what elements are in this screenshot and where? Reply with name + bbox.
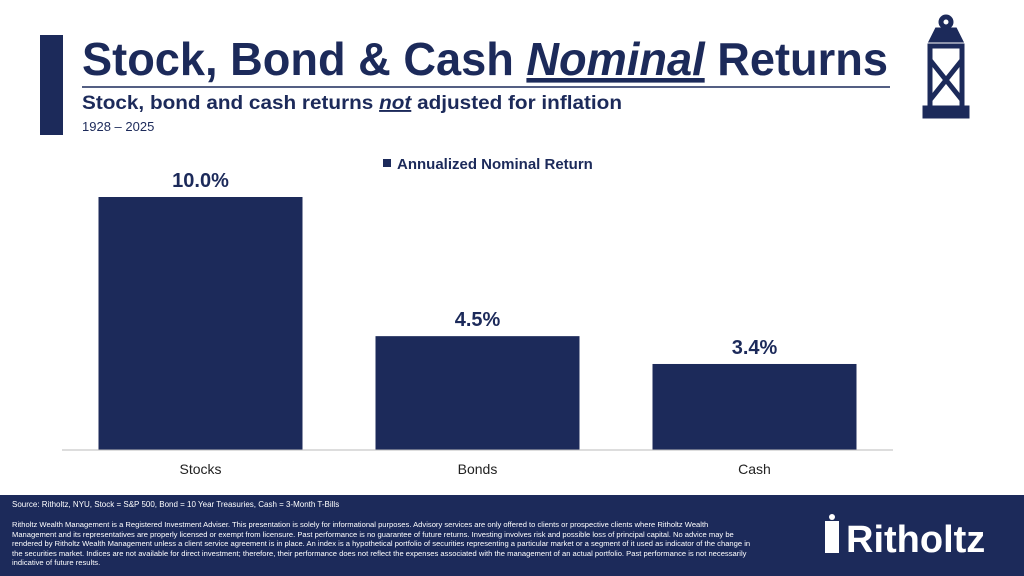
value-label: 3.4% — [732, 337, 778, 359]
subtitle-part: Stock, bond and cash returns — [82, 93, 379, 114]
bar — [375, 336, 580, 450]
source-note: Source: Ritholtz, NYU, Stock = S&P 500, … — [12, 500, 339, 509]
subtitle-emphasis: not — [379, 93, 412, 114]
value-label: 4.5% — [455, 309, 501, 331]
title-emphasis: Nominal — [526, 33, 705, 85]
chart-title: Stock, Bond & Cash Nominal Returns — [82, 33, 888, 85]
bar — [98, 197, 303, 450]
bar — [652, 363, 857, 450]
footer-lantern — [825, 514, 839, 553]
legend-swatch — [383, 159, 391, 167]
logo: Ritholtz — [846, 519, 985, 561]
title-part: Stock, Bond & Cash — [82, 33, 526, 85]
disclaimer: Ritholtz Wealth Management is a Register… — [12, 520, 751, 568]
x-tick-label: Cash — [738, 461, 771, 477]
date-range: 1928 – 2025 — [82, 119, 154, 134]
accent-bar — [40, 35, 63, 135]
x-tick-label: Stocks — [179, 461, 221, 477]
footer-band — [0, 495, 1024, 576]
title-part: Returns — [705, 33, 888, 85]
value-label: 10.0% — [172, 170, 229, 192]
x-tick-label: Bonds — [458, 461, 498, 477]
legend-label: Annualized Nominal Return — [397, 156, 593, 173]
lantern-icon — [922, 14, 970, 119]
subtitle-part: adjusted for inflation — [411, 93, 622, 114]
subtitle: Stock, bond and cash returns not adjuste… — [82, 93, 622, 114]
